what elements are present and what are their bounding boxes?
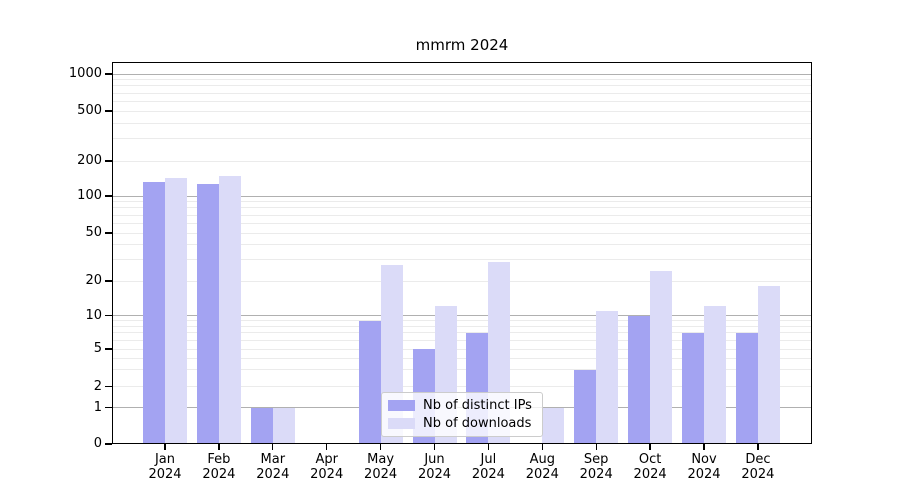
x-axis-tick bbox=[703, 444, 705, 450]
legend-item-downloads: Nb of downloads bbox=[388, 416, 536, 431]
y-axis-tick bbox=[105, 73, 112, 75]
y-axis-tick bbox=[105, 195, 112, 197]
gridline-major bbox=[113, 315, 811, 316]
gridline-minor bbox=[113, 160, 811, 162]
x-axis-tick bbox=[541, 444, 543, 450]
x-axis-tick bbox=[326, 444, 328, 450]
y-axis-tick bbox=[105, 314, 112, 317]
legend: Nb of distinct IPs Nb of downloads bbox=[381, 392, 543, 437]
x-axis-tick-label: Jun 2024 bbox=[417, 452, 452, 482]
y-axis-tick bbox=[105, 348, 112, 350]
x-axis-tick bbox=[218, 444, 220, 450]
legend-swatch-ips bbox=[388, 400, 415, 411]
gridline-minor bbox=[113, 92, 811, 94]
bar-jan-ips bbox=[143, 182, 165, 444]
x-axis-tick-label: May 2024 bbox=[364, 452, 398, 482]
x-axis-tick bbox=[487, 444, 490, 450]
bar-dec-downloads bbox=[757, 286, 780, 444]
gridline-minor bbox=[113, 85, 811, 87]
y-axis-tick-label: 1 bbox=[93, 399, 102, 415]
gridline-major bbox=[113, 195, 811, 197]
x-axis-tick bbox=[595, 444, 597, 450]
gridline-minor bbox=[113, 214, 811, 216]
x-axis-tick-label: Dec 2024 bbox=[741, 452, 775, 482]
bar-feb-ips bbox=[196, 183, 219, 444]
x-axis-tick-label: Apr 2024 bbox=[310, 452, 344, 482]
y-axis-tick-label: 100 bbox=[77, 188, 102, 203]
y-axis-tick-label: 200 bbox=[77, 153, 102, 168]
y-axis-tick bbox=[105, 385, 112, 388]
y-axis-tick-label: 500 bbox=[77, 103, 102, 118]
y-axis-tick-label: 1000 bbox=[68, 66, 102, 81]
x-axis-tick-label: Aug 2024 bbox=[525, 452, 559, 482]
bar-feb-downloads bbox=[218, 176, 241, 444]
gridline-minor bbox=[113, 280, 811, 282]
bar-nov-downloads bbox=[704, 306, 726, 444]
gridline-minor bbox=[113, 244, 811, 246]
x-axis-tick bbox=[757, 444, 759, 450]
bar-nov-ips bbox=[682, 332, 704, 444]
bar-mar-downloads bbox=[272, 407, 295, 444]
gridline-minor bbox=[113, 339, 811, 341]
gridline-minor bbox=[113, 369, 811, 371]
bar-dec-ips bbox=[735, 332, 758, 444]
y-axis-tick bbox=[105, 232, 112, 234]
x-axis-tick bbox=[272, 444, 274, 450]
bar-oct-downloads bbox=[650, 271, 673, 444]
legend-label-ips: Nb of distinct IPs bbox=[423, 398, 532, 413]
gridline-minor bbox=[113, 232, 811, 234]
gridline-major bbox=[113, 73, 811, 75]
bar-jan-downloads bbox=[165, 177, 187, 444]
legend-item-ips: Nb of distinct IPs bbox=[388, 398, 536, 413]
gridline-minor bbox=[113, 138, 811, 140]
gridline-minor bbox=[113, 357, 811, 359]
legend-swatch-downloads bbox=[388, 418, 415, 429]
gridline-minor bbox=[113, 325, 811, 327]
legend-label-downloads: Nb of downloads bbox=[423, 416, 532, 431]
gridline-minor bbox=[113, 79, 811, 81]
y-axis-tick-label: 50 bbox=[85, 225, 102, 240]
bar-may-ips bbox=[358, 320, 381, 444]
x-axis-tick-label: Nov 2024 bbox=[687, 452, 721, 482]
gridline-minor bbox=[113, 100, 811, 102]
y-axis-tick-label: 0 bbox=[93, 436, 102, 451]
x-axis-tick bbox=[164, 444, 166, 450]
bar-sep-downloads bbox=[596, 310, 619, 444]
x-axis-tick bbox=[649, 444, 651, 450]
y-axis-tick bbox=[105, 280, 112, 282]
gridline-minor bbox=[113, 207, 811, 209]
y-axis-tick bbox=[105, 160, 112, 162]
y-axis-tick-label: 20 bbox=[85, 273, 102, 288]
x-axis-tick bbox=[379, 444, 382, 450]
x-axis-tick-label: Oct 2024 bbox=[633, 452, 667, 482]
y-axis-tick-label: 5 bbox=[93, 341, 102, 356]
gridline-minor bbox=[113, 320, 811, 322]
y-axis-tick-label: 2 bbox=[93, 378, 102, 394]
chart-title: mmrm 2024 bbox=[415, 36, 509, 54]
x-axis-tick-label: Jan 2024 bbox=[148, 452, 182, 482]
y-axis-tick-label: 10 bbox=[85, 307, 102, 323]
x-axis-tick-label: Feb 2024 bbox=[202, 452, 236, 482]
gridline-minor bbox=[113, 222, 811, 224]
gridline-minor bbox=[113, 201, 811, 203]
bar-sep-ips bbox=[574, 369, 597, 444]
gridline-minor bbox=[113, 110, 811, 112]
gridline-minor bbox=[113, 259, 811, 261]
bar-aug-downloads bbox=[542, 407, 565, 444]
bar-oct-ips bbox=[628, 315, 651, 444]
gridline-minor bbox=[113, 332, 811, 334]
x-axis-tick bbox=[433, 444, 436, 450]
x-axis-tick-label: Mar 2024 bbox=[256, 452, 290, 482]
gridline-minor bbox=[113, 122, 811, 124]
bar-mar-ips bbox=[250, 407, 273, 444]
y-axis-tick bbox=[105, 110, 112, 112]
x-axis-tick-label: Jul 2024 bbox=[471, 452, 505, 482]
y-axis-tick bbox=[105, 406, 112, 409]
x-axis-tick-label: Sep 2024 bbox=[579, 452, 613, 482]
gridline-minor bbox=[113, 386, 811, 387]
gridline-minor bbox=[113, 348, 811, 350]
y-axis-tick bbox=[105, 443, 112, 445]
